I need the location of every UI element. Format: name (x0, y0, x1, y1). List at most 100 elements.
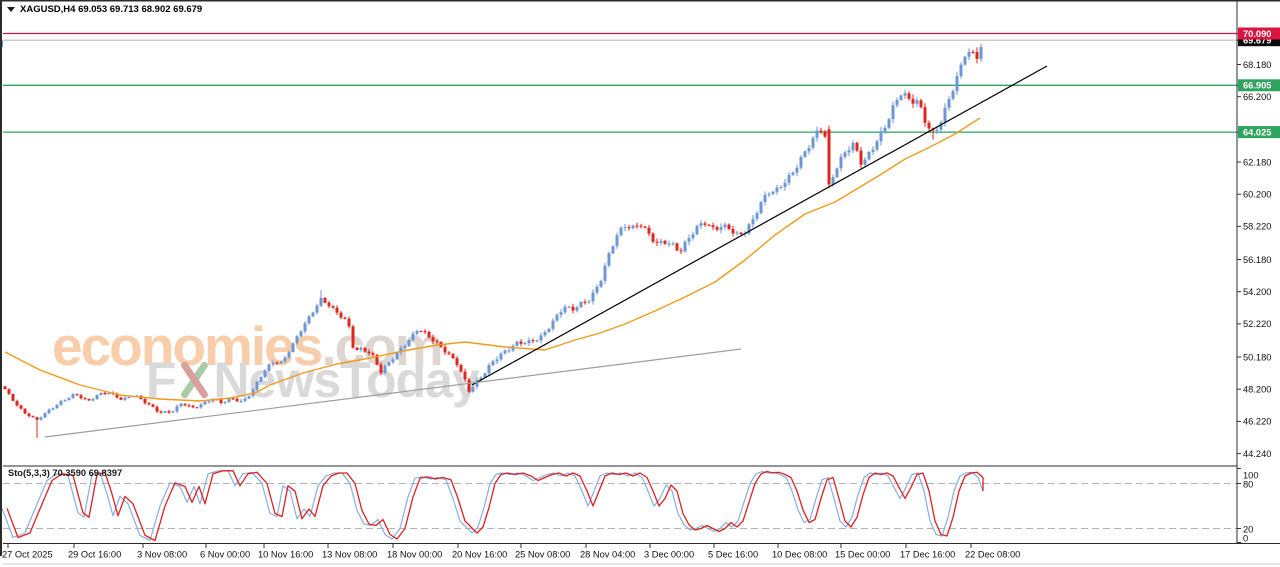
axis-label: 48.200 (1243, 385, 1271, 395)
candle (751, 218, 755, 225)
candle (163, 411, 167, 413)
time-label: 10 Nov 16:00 (258, 550, 313, 560)
candle (431, 337, 435, 342)
candle (599, 280, 603, 287)
candle (683, 241, 687, 252)
candle (31, 416, 35, 418)
candle (911, 98, 915, 104)
candle (347, 318, 351, 327)
time-label: 20 Nov 16:00 (452, 550, 507, 560)
candle (263, 370, 267, 377)
candle (255, 381, 259, 390)
candle (947, 98, 951, 108)
candle (691, 234, 695, 239)
candle (887, 119, 891, 128)
candle (771, 191, 775, 195)
axis-label: 60.200 (1243, 190, 1271, 200)
candle (959, 64, 963, 77)
candle (827, 129, 831, 185)
candle (427, 331, 431, 338)
candle (323, 297, 327, 303)
candle (503, 350, 507, 354)
axis-label: 68.180 (1243, 60, 1271, 70)
candle (447, 352, 451, 354)
time-label: 27 Oct 2025 (2, 550, 53, 560)
candle (55, 404, 59, 409)
moving-average-line[interactable] (4, 117, 981, 402)
ascending-trendline-black[interactable] (471, 65, 1048, 386)
horizontal-level-lines[interactable] (3, 32, 1237, 133)
candle (83, 398, 87, 400)
watermark-domain-text: .com (321, 315, 443, 377)
candle (535, 340, 539, 342)
candle (267, 364, 271, 371)
candle (555, 314, 559, 321)
minor-trendline-gray[interactable] (44, 348, 742, 438)
candle (71, 394, 75, 398)
candle (203, 401, 207, 405)
candle (839, 156, 843, 169)
candle (679, 250, 683, 252)
candle (3, 386, 7, 390)
candle (731, 229, 735, 234)
candle (835, 168, 839, 178)
candle (327, 302, 331, 307)
candle (659, 240, 663, 243)
candle (907, 93, 911, 99)
candle (711, 225, 715, 228)
candle (807, 148, 811, 152)
candle (543, 332, 547, 336)
candle (695, 225, 699, 235)
candle (407, 340, 411, 347)
candle (339, 312, 343, 318)
candle (915, 100, 919, 104)
candle (635, 225, 639, 227)
candle (811, 137, 815, 148)
candle (147, 403, 151, 405)
candle (639, 225, 643, 227)
candle (311, 312, 315, 317)
candle (495, 359, 499, 362)
candle (527, 340, 531, 344)
candle (779, 186, 783, 188)
candle (851, 142, 855, 151)
candle (663, 240, 667, 244)
candle (643, 226, 647, 228)
candle (335, 307, 339, 313)
axis-label: 69.679 (1243, 35, 1271, 45)
candle (299, 331, 303, 337)
time-axis[interactable]: 27 Oct 2025 29 Oct 16:00 3 Nov 08:00 6 Nov … (2, 543, 1020, 560)
candle (703, 223, 707, 225)
candle (119, 397, 123, 400)
candle (755, 213, 759, 219)
candle (559, 312, 563, 315)
candle (879, 131, 883, 142)
time-label: 10 Dec 08:00 (772, 550, 827, 560)
candle (623, 227, 627, 229)
candle (219, 399, 223, 403)
candle (951, 91, 955, 99)
price-axis[interactable]: 68.180 66.200 62.180 60.200 58.220 56.180 54.2… (1237, 27, 1280, 459)
candle (539, 335, 543, 341)
candle (939, 122, 943, 130)
candle (151, 404, 155, 407)
axis-label: 64.025 (1243, 127, 1271, 137)
candle (687, 238, 691, 242)
candle (95, 395, 99, 399)
candle (367, 351, 371, 354)
candle (383, 365, 387, 373)
candle (579, 301, 583, 308)
candle (875, 141, 879, 150)
candle (519, 341, 523, 344)
candle (803, 151, 807, 157)
candle (75, 394, 79, 396)
candle (375, 354, 379, 365)
stoch-main-line (1, 470, 984, 542)
candle (719, 227, 723, 230)
candle (67, 397, 71, 401)
time-label: 18 Nov 00:00 (387, 550, 442, 560)
candle (507, 350, 511, 352)
